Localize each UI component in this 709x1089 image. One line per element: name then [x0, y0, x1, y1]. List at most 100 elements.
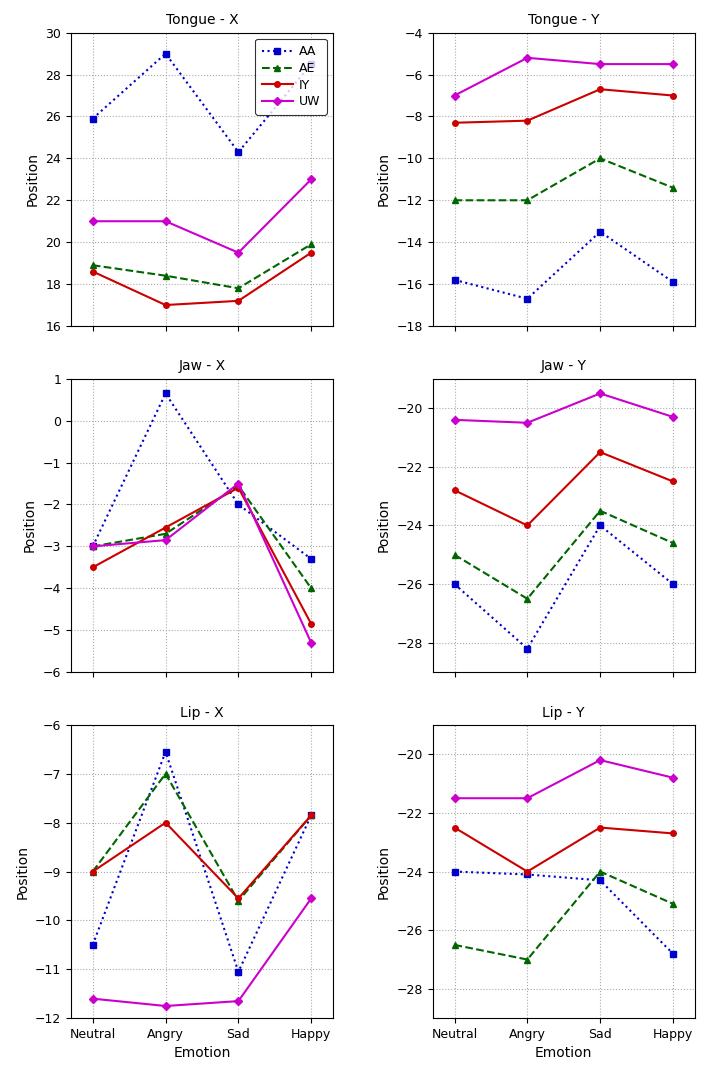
Line: AA: AA — [452, 523, 676, 651]
AE — [669, 537, 677, 550]
Line: UW: UW — [452, 56, 676, 98]
Line: IY: IY — [452, 824, 676, 874]
AA — [523, 643, 532, 656]
UW — [450, 89, 459, 102]
IY — [596, 83, 604, 96]
Title: Jaw - X: Jaw - X — [179, 359, 225, 374]
AA — [89, 939, 97, 952]
AA — [450, 273, 459, 286]
UW — [89, 992, 97, 1005]
Y-axis label: Position: Position — [16, 845, 29, 898]
AA — [162, 745, 170, 758]
IY — [669, 827, 677, 840]
IY — [234, 294, 242, 307]
IY — [450, 821, 459, 834]
IY — [669, 89, 677, 102]
UW — [162, 1000, 170, 1013]
Line: AE: AE — [451, 868, 676, 963]
AE — [162, 269, 170, 282]
AE — [523, 194, 532, 207]
Line: AA: AA — [90, 749, 314, 975]
Line: AA: AA — [452, 229, 676, 302]
Title: Lip - Y: Lip - Y — [542, 706, 585, 720]
AA — [669, 276, 677, 289]
AA — [234, 146, 242, 159]
IY — [450, 117, 459, 130]
AA — [162, 47, 170, 60]
UW — [596, 754, 604, 767]
UW — [89, 215, 97, 228]
Line: AE: AE — [451, 507, 676, 602]
AA — [596, 225, 604, 238]
UW — [307, 636, 316, 649]
AE — [307, 237, 316, 250]
UW — [162, 215, 170, 228]
Line: AA: AA — [452, 869, 676, 956]
X-axis label: Emotion: Emotion — [535, 1047, 593, 1061]
IY — [596, 821, 604, 834]
AA — [234, 965, 242, 978]
AE — [523, 953, 532, 966]
UW — [523, 51, 532, 64]
Line: IY: IY — [452, 450, 676, 528]
AE — [234, 282, 242, 295]
AA — [523, 292, 532, 305]
Line: UW: UW — [452, 391, 676, 426]
AE — [450, 939, 459, 952]
AE — [596, 865, 604, 878]
Line: UW: UW — [90, 895, 314, 1008]
AE — [307, 582, 316, 595]
UW — [596, 58, 604, 71]
Line: IY: IY — [90, 249, 314, 308]
Line: UW: UW — [452, 757, 676, 802]
IY — [89, 265, 97, 278]
IY — [450, 484, 459, 497]
UW — [669, 58, 677, 71]
AA — [307, 58, 316, 71]
Line: UW: UW — [90, 480, 314, 646]
IY — [307, 246, 316, 259]
AA — [162, 387, 170, 400]
IY — [89, 561, 97, 574]
IY — [307, 809, 316, 822]
IY — [234, 892, 242, 905]
AA — [669, 947, 677, 960]
IY — [596, 445, 604, 458]
Y-axis label: Position: Position — [26, 152, 40, 206]
Line: AE: AE — [89, 482, 315, 591]
IY — [162, 298, 170, 311]
IY — [523, 114, 532, 127]
AE — [523, 592, 532, 605]
Line: AE: AE — [451, 155, 676, 204]
Y-axis label: Position: Position — [23, 499, 37, 552]
AE — [596, 151, 604, 164]
AE — [669, 897, 677, 910]
Line: AE: AE — [89, 241, 315, 292]
UW — [234, 246, 242, 259]
AA — [450, 865, 459, 878]
Line: AA: AA — [90, 51, 314, 155]
AA — [234, 498, 242, 511]
IY — [669, 475, 677, 488]
AE — [234, 479, 242, 492]
Line: IY: IY — [90, 812, 314, 902]
UW — [450, 792, 459, 805]
AE — [596, 504, 604, 517]
UW — [307, 892, 316, 905]
AE — [307, 809, 316, 822]
Title: Tongue - Y: Tongue - Y — [528, 13, 600, 27]
UW — [307, 173, 316, 186]
AA — [307, 809, 316, 822]
AE — [89, 259, 97, 272]
AE — [450, 194, 459, 207]
IY — [307, 617, 316, 631]
AA — [596, 519, 604, 533]
Title: Jaw - Y: Jaw - Y — [541, 359, 587, 374]
X-axis label: Emotion: Emotion — [173, 1047, 230, 1061]
Title: Tongue - X: Tongue - X — [166, 13, 238, 27]
Line: AE: AE — [89, 770, 315, 904]
IY — [523, 519, 532, 533]
UW — [162, 534, 170, 547]
Y-axis label: Position: Position — [377, 152, 391, 206]
UW — [234, 994, 242, 1007]
